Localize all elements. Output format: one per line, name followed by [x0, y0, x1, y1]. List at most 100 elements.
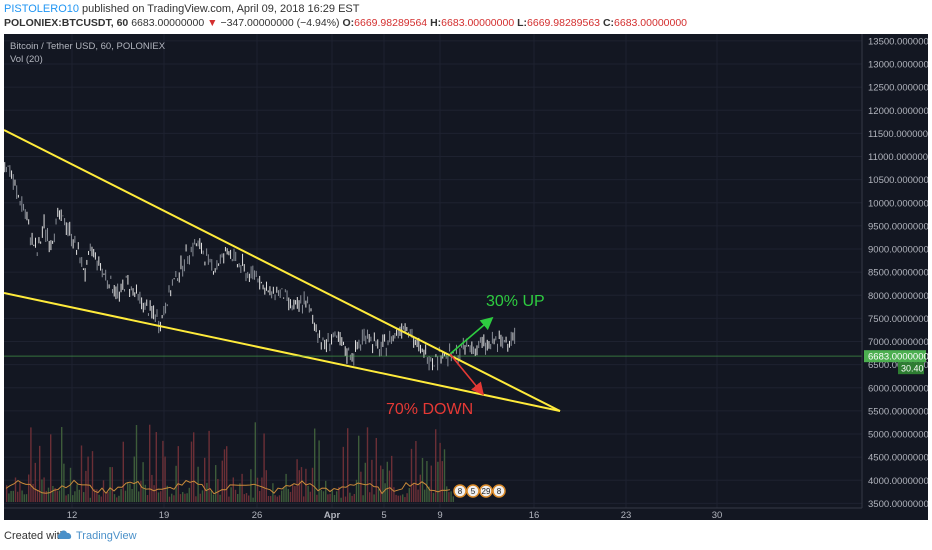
volume-bar	[50, 434, 52, 502]
last-price-tag-label: 6683.00000000	[868, 352, 928, 363]
volume-bar	[188, 487, 190, 502]
volume-bar	[96, 489, 98, 502]
volume-bar	[10, 490, 12, 502]
publish-text: published on TradingView.com, April 09, …	[79, 3, 360, 15]
volume-bar	[111, 467, 113, 502]
volume-bar	[76, 484, 78, 502]
volume-bar	[384, 483, 386, 502]
volume-bar	[391, 455, 393, 502]
volume-bar	[30, 427, 32, 502]
volume-bar	[245, 493, 248, 502]
volume-bar	[296, 459, 298, 502]
volume-bar	[21, 490, 23, 502]
volume-bar	[223, 449, 226, 502]
author-link[interactable]: PISTOLERO10	[4, 3, 79, 15]
volume-bar	[230, 487, 232, 502]
volume-bar	[12, 490, 14, 502]
volume-bar	[327, 494, 329, 502]
volume-bar	[228, 496, 230, 502]
volume-bar	[127, 482, 129, 502]
volume-bar	[109, 467, 111, 502]
volume-bar	[8, 493, 10, 502]
volume-bar	[413, 484, 415, 502]
volume-bar	[184, 493, 186, 502]
volume-bar	[397, 495, 399, 502]
x-tick-label: 23	[621, 510, 632, 520]
x-tick-label: Apr	[324, 510, 341, 520]
volume-bar	[294, 486, 296, 502]
volume-bar	[369, 492, 371, 502]
volume-ma-line	[5, 479, 451, 495]
volume-bar	[122, 441, 124, 502]
volume-bar	[124, 490, 127, 502]
volume-bar	[336, 491, 338, 502]
volume-bar	[182, 492, 184, 502]
volume-bar	[107, 491, 109, 502]
volume-bar	[206, 482, 208, 502]
volume-bars	[6, 422, 454, 502]
volume-bar	[201, 490, 204, 502]
volume-bar	[373, 494, 375, 502]
volume-bar	[208, 430, 210, 502]
publish-info: PISTOLERO10 published on TradingView.com…	[4, 3, 359, 15]
volume-bar	[371, 459, 373, 502]
tradingview-logo[interactable]: TradingView	[76, 530, 137, 542]
volume-bar	[320, 489, 322, 502]
event-badge-label: 29	[482, 487, 491, 496]
y-tick-label: 13500.00000000	[868, 36, 928, 47]
volume-bar	[177, 446, 179, 502]
y-tick-label: 9500.00000000	[868, 221, 928, 232]
volume-bar	[85, 470, 87, 502]
volume-bar	[28, 474, 30, 502]
volume-bar	[78, 489, 80, 502]
volume-bar	[388, 470, 391, 502]
volume-bar	[316, 494, 318, 502]
x-tick-label: 5	[381, 510, 386, 520]
volume-bar	[153, 485, 155, 502]
volume-bar	[199, 493, 201, 502]
event-badge	[466, 484, 480, 498]
volume-bar	[212, 494, 215, 502]
volume-bar	[250, 469, 252, 502]
volume-bar	[289, 491, 292, 502]
volume-bar	[237, 493, 239, 502]
volume-bar	[47, 487, 50, 502]
volume-bar	[239, 483, 241, 502]
volume-bar	[347, 428, 349, 502]
y-tick-label: 4500.00000000	[868, 453, 928, 464]
y-tick-label: 4000.00000000	[868, 476, 928, 487]
volume-bar	[144, 484, 146, 502]
volume-bar	[19, 481, 21, 502]
volume-bar	[157, 492, 160, 502]
volume-bar	[432, 492, 435, 502]
volume-indicator-label[interactable]: Vol (20)	[10, 54, 43, 65]
volume-bar	[221, 460, 223, 502]
volume-bar	[446, 486, 448, 502]
volume-bar	[331, 490, 333, 502]
volume-bar	[283, 487, 285, 502]
volume-bar	[116, 497, 118, 502]
volume-bar	[210, 490, 212, 502]
x-tick-label: 30	[712, 510, 723, 520]
volume-bar	[138, 491, 140, 502]
publish-header: PISTOLERO10 published on TradingView.com…	[0, 0, 932, 33]
volume-bar	[285, 473, 287, 502]
volume-bar	[375, 437, 377, 502]
volume-bar	[267, 495, 270, 502]
volume-bar	[281, 490, 283, 502]
volume-bar	[329, 493, 331, 502]
volume-bar	[149, 424, 151, 502]
volume-bar	[415, 441, 417, 502]
volume-bar	[234, 489, 237, 502]
y-tick-label: 8500.00000000	[868, 268, 928, 279]
volume-bar	[358, 435, 360, 502]
volume-bar	[219, 494, 221, 502]
volume-bar	[419, 474, 421, 502]
volume-bar	[83, 492, 85, 502]
volume-bar	[45, 490, 47, 502]
volume-bar	[171, 493, 173, 502]
event-badge-label: 5	[471, 487, 476, 496]
volume-tag	[898, 362, 924, 375]
